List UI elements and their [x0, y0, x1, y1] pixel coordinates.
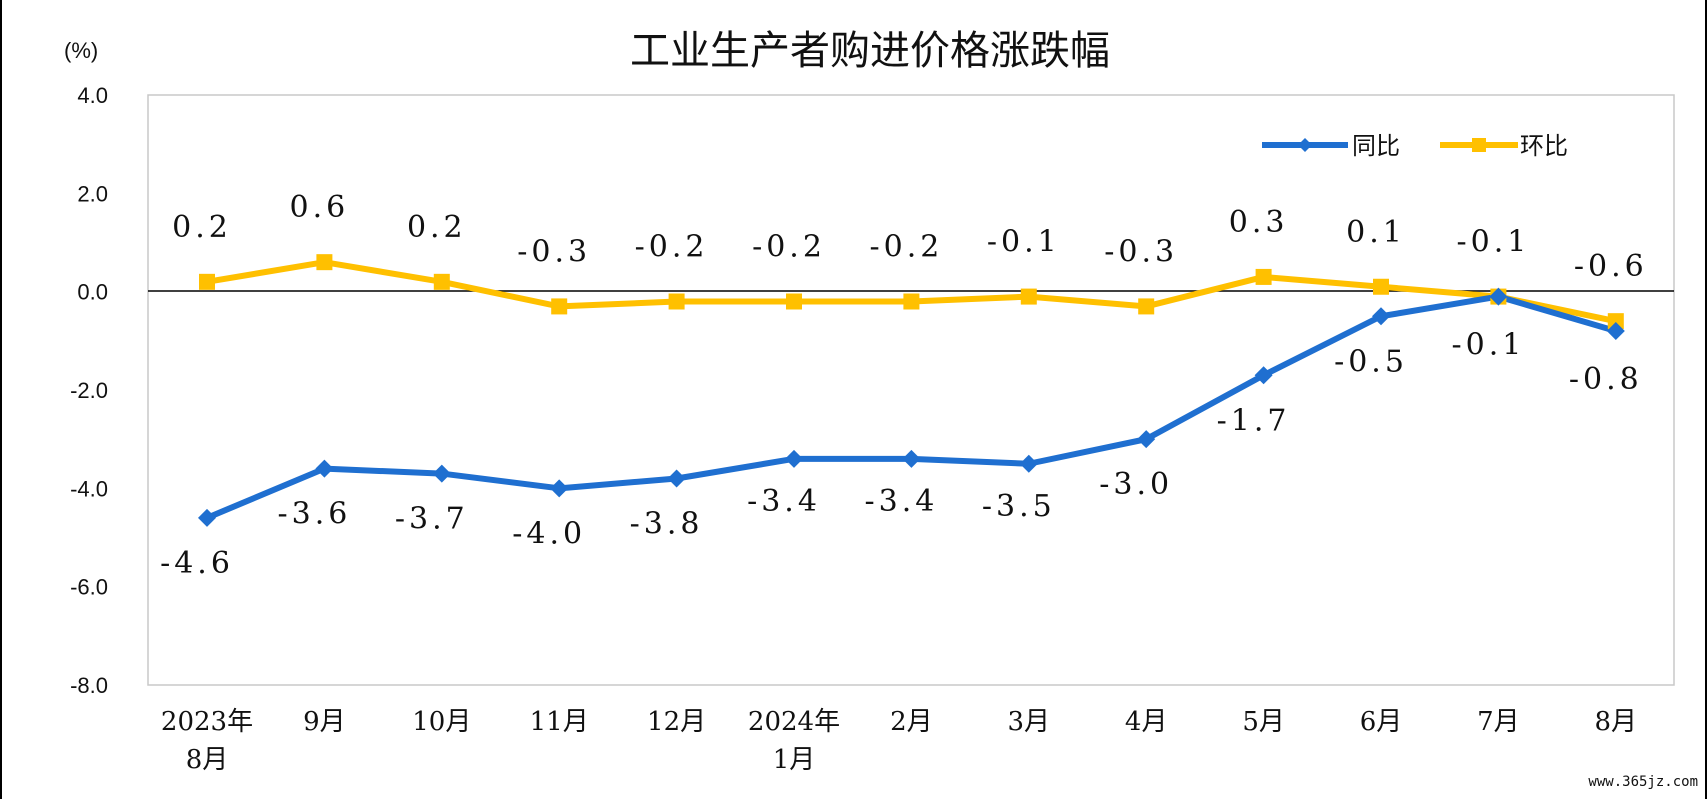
- data-label-mom: -0.6: [1574, 249, 1648, 284]
- point-mom: [433, 273, 450, 290]
- data-label-yoy: -3.4: [747, 484, 821, 519]
- x-tick-label: 2月: [890, 707, 933, 737]
- data-label-mom: -0.1: [987, 225, 1061, 260]
- data-label-yoy: -3.8: [630, 507, 704, 542]
- y-tick-label: -6.0: [70, 575, 108, 600]
- y-tick-label: -2.0: [70, 378, 108, 403]
- point-yoy: [1019, 454, 1038, 473]
- legend-item-yoy: 同比: [1262, 132, 1400, 160]
- x-tick-label: 8月: [1595, 707, 1638, 737]
- data-label-mom: -0.1: [1456, 225, 1530, 260]
- point-yoy: [667, 469, 686, 488]
- x-tick-label: 3月: [1008, 707, 1051, 737]
- y-tick-label: 2.0: [77, 181, 108, 206]
- x-tick-label: 8月: [186, 745, 229, 775]
- point-mom: [551, 298, 568, 315]
- chart-title: 工业生产者购进价格涨跌幅: [630, 28, 1110, 74]
- x-tick-label: 2024年: [748, 707, 840, 737]
- data-label-yoy: -3.5: [982, 489, 1056, 524]
- x-tick-label: 7月: [1477, 707, 1520, 737]
- data-label-mom: 0.2: [407, 210, 467, 245]
- data-label-mom: 0.1: [1346, 215, 1406, 250]
- data-label-mom: -0.3: [517, 234, 591, 269]
- point-mom: [1020, 288, 1037, 305]
- data-label-mom: -0.2: [752, 230, 826, 265]
- point-yoy: [550, 479, 569, 498]
- point-yoy: [198, 508, 216, 527]
- data-label-yoy: -0.1: [1451, 328, 1525, 363]
- legend-marker-yoy: [1298, 138, 1312, 152]
- point-mom: [1607, 313, 1624, 330]
- y-tick-label: -4.0: [70, 476, 108, 501]
- point-yoy: [1489, 287, 1508, 306]
- data-label-yoy: -0.5: [1334, 344, 1408, 379]
- legend: 同比 环比: [1262, 132, 1568, 160]
- plot-area: [147, 94, 1675, 686]
- x-tick-label: 4月: [1125, 707, 1168, 737]
- point-yoy: [1254, 366, 1273, 385]
- data-label-mom: 0.6: [290, 190, 350, 225]
- data-label-yoy: -1.7: [1217, 403, 1291, 438]
- point-yoy: [315, 459, 334, 478]
- y-tick-label: 4.0: [77, 83, 108, 108]
- x-tick-label: 9月: [303, 707, 346, 737]
- series-markers: [198, 254, 1625, 527]
- data-label-yoy: -0.8: [1569, 362, 1643, 397]
- data-label-yoy: -3.0: [1099, 467, 1173, 502]
- data-label-mom: -0.2: [869, 230, 943, 265]
- x-tick-label: 10月: [412, 707, 471, 737]
- x-tick-label: 11月: [530, 707, 589, 737]
- point-yoy: [1372, 307, 1390, 326]
- point-mom: [1255, 268, 1272, 285]
- x-tick-label: 1月: [773, 745, 816, 775]
- x-tick-label: 2023年: [161, 707, 253, 737]
- point-mom: [316, 254, 333, 271]
- point-mom: [786, 293, 802, 310]
- y-tick-label: -8.0: [70, 673, 108, 698]
- y-axis-ticks: 4.0 2.0 0.0 -2.0 -4.0 -6.0 -8.0: [70, 83, 108, 698]
- data-label-yoy: -3.4: [864, 484, 938, 519]
- data-label-yoy: -3.6: [277, 497, 351, 532]
- legend-label-yoy: 同比: [1352, 132, 1400, 160]
- point-yoy: [785, 449, 803, 468]
- x-tick-label: 5月: [1242, 707, 1285, 737]
- watermark-text: www.365jz.com: [1588, 774, 1698, 790]
- data-label-mom: 0.3: [1229, 205, 1289, 240]
- y-axis-unit: (%): [64, 38, 98, 63]
- data-label-yoy: -3.7: [395, 502, 469, 537]
- point-yoy: [902, 449, 921, 468]
- x-axis-ticks: 2023年 8月 9月 10月 11月 12月 2024年 1月 2月 3月 4月 5月 6月 7月 8月: [161, 707, 1637, 775]
- legend-marker-mom: [1472, 138, 1486, 152]
- data-label-mom: -0.2: [635, 230, 709, 265]
- legend-label-mom: 环比: [1520, 132, 1568, 160]
- point-yoy: [1137, 430, 1156, 449]
- data-label-yoy: -4.0: [512, 516, 586, 551]
- point-yoy: [432, 464, 451, 483]
- x-tick-label: 6月: [1360, 707, 1403, 737]
- y-tick-label: 0.0: [77, 280, 108, 305]
- point-mom: [199, 273, 215, 290]
- data-label-yoy: -4.6: [160, 546, 234, 581]
- data-label-mom: 0.2: [172, 210, 232, 245]
- x-tick-label: 12月: [647, 707, 706, 737]
- point-mom: [903, 293, 920, 310]
- point-mom: [1373, 278, 1389, 295]
- data-label-mom: -0.3: [1104, 234, 1178, 269]
- point-mom: [668, 293, 685, 310]
- legend-item-mom: 环比: [1440, 132, 1568, 160]
- point-mom: [1138, 298, 1155, 315]
- point-yoy: [1606, 322, 1625, 340]
- data-labels: -4.6 -3.6 -3.7 -4.0 -3.8 -3.4 -3.4 -3.5 -3.0 -1.7…: [160, 190, 1648, 581]
